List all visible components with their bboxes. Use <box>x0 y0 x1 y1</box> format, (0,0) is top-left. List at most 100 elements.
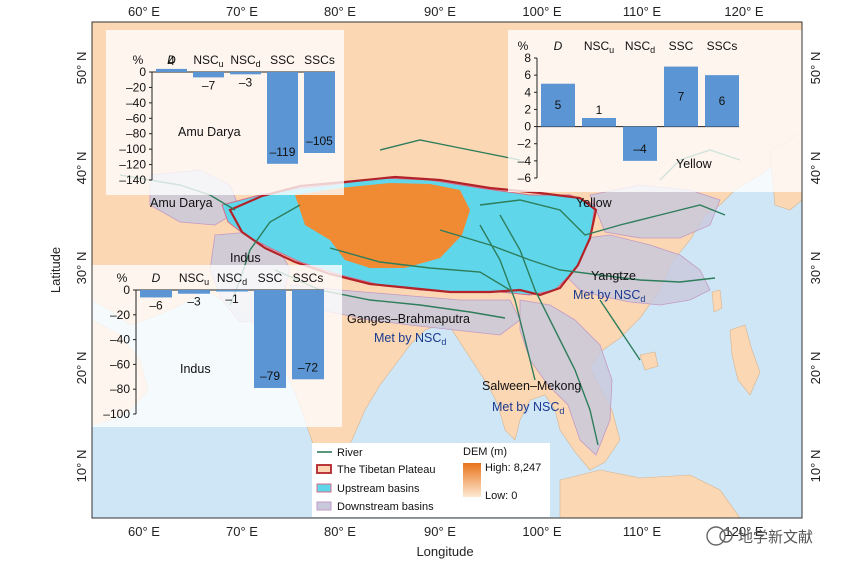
inset-y-tick-label: –40 <box>126 96 146 110</box>
inset-title: Yellow <box>676 157 713 171</box>
inset-bar-value: –119 <box>270 145 296 159</box>
x-tick-bottom: 120° E <box>724 524 764 539</box>
inset-category-label: NSCd <box>230 53 260 69</box>
inset-category-label: NSCu <box>179 271 209 287</box>
inset-y-tick-label: –100 <box>103 407 130 421</box>
legend-plateau-label: The Tibetan Plateau <box>337 464 435 476</box>
inset-category-label: SSCs <box>293 271 324 285</box>
inset-y-tick-label: 0 <box>139 65 146 79</box>
borneo-sumatra <box>559 469 741 518</box>
inset-bar <box>582 118 616 127</box>
philippines <box>729 324 761 396</box>
label-salween-mekong: Salween–Mekong <box>482 379 581 393</box>
river-tributary-1 <box>599 299 641 361</box>
inset-category-label: NSCd <box>217 271 247 287</box>
inset-title: Amu Darya <box>178 125 241 139</box>
x-tick-top: 110° E <box>623 4 662 19</box>
legend-upstream-swatch <box>316 483 332 493</box>
map-panel: Amu Darya Indus Yellow Yangtze Ganges–Br… <box>92 22 802 518</box>
x-tick-top: 120° E <box>724 4 764 19</box>
x-tick-top: 70° E <box>226 4 258 19</box>
inset-bar-value: –4 <box>633 142 647 156</box>
inset-bar <box>705 75 739 127</box>
legend-dem-low: Low: 0 <box>485 490 517 502</box>
tibetan-plateau-interior <box>295 183 470 268</box>
inset-bar <box>178 290 210 294</box>
x-tick-bottom: 100° E <box>522 524 562 539</box>
river-brahmaputra <box>329 247 511 291</box>
inset-y-tick-label: –80 <box>110 382 130 396</box>
inset-bar-value: –3 <box>239 75 253 89</box>
watermark-logo <box>706 526 726 546</box>
x-tick-top: 90° E <box>424 4 456 19</box>
legend-upstream-label: Upstream basins <box>337 483 420 495</box>
river-yellow <box>479 199 726 236</box>
inset-bar-value: –6 <box>149 298 163 312</box>
inset-bar-value: –105 <box>306 134 333 148</box>
inset-bar-value: –72 <box>298 360 318 374</box>
inset-y-tick-label: –2 <box>518 137 532 151</box>
inset-title: Indus <box>180 362 211 376</box>
label-met-salween: Met by NSCd <box>492 400 564 416</box>
inset-unit: % <box>117 271 128 285</box>
hainan <box>639 351 659 371</box>
watermark-text: 地学新文献 <box>738 529 813 546</box>
y-tick-left: 10° N <box>74 450 89 483</box>
inset-y-tick-label: –100 <box>119 142 146 156</box>
legend-dem-title: DEM (m) <box>463 446 507 458</box>
legend-dem-colorbar <box>463 463 481 497</box>
inset-bar <box>140 290 172 298</box>
inset-bar-value: 5 <box>555 98 562 112</box>
inset-bar <box>304 72 335 153</box>
inset-category-label: NSCu <box>193 53 223 69</box>
inset-y-tick-label: –20 <box>126 80 146 94</box>
label-met-yangtze: Met by NSCd <box>573 288 645 304</box>
inset-y-tick-label: 0 <box>524 120 531 134</box>
y-axis-title: Latitude <box>48 247 63 293</box>
inset-category-label: SSCs <box>707 39 738 53</box>
inset-unit: % <box>518 39 529 53</box>
inset-y-tick-label: –20 <box>110 308 130 322</box>
label-met-ganges: Met by NSCd <box>374 331 446 347</box>
x-tick-bottom: 90° E <box>424 524 456 539</box>
river-mekong <box>499 214 599 446</box>
inset-category-label: SSC <box>258 271 283 285</box>
label-yangtze: Yangtze <box>591 269 636 283</box>
y-tick-right: 10° N <box>808 450 823 483</box>
inset-bar <box>193 72 224 78</box>
inset-y-tick-label: 4 <box>524 85 531 99</box>
x-axis-title: Longitude <box>416 544 473 559</box>
inset-y-tick-label: 6 <box>524 68 531 82</box>
inset-category-label: D <box>167 53 176 67</box>
label-indus: Indus <box>230 251 261 265</box>
inset-bar-value: 7 <box>678 90 685 104</box>
inset-bar-value: –7 <box>202 78 216 92</box>
y-axis: 50° N 40° N 30° N 20° N 10° N 50° N 40° … <box>48 52 823 483</box>
inset-y-tick-label: 8 <box>524 51 531 65</box>
y-tick-left: 20° N <box>74 352 89 385</box>
inset-category-label: SSC <box>669 39 694 53</box>
inset-yellow: 8 6 4 2 0 –2 –4 –6% D NSCu NSCd SSC SSCs 5 1 –4 7 6 Yellow <box>508 30 802 192</box>
inset-bar-value: –79 <box>260 369 280 383</box>
inset-y-tick-label: –60 <box>110 357 130 371</box>
inset-bar <box>267 72 298 164</box>
legend: River The Tibetan Plateau Upstream basin… <box>312 443 550 517</box>
inset-amu-darya: 0–20 –40–60 –80–100 –120–140% D NSCu NSCd SSC SS… <box>106 30 344 195</box>
inset-bar <box>156 68 187 72</box>
river-tributary-3 <box>379 139 521 161</box>
inset-bar <box>216 290 248 292</box>
y-tick-right: 40° N <box>808 152 823 185</box>
legend-downstream-swatch <box>316 501 332 511</box>
y-tick-left: 30° N <box>74 252 89 285</box>
label-yellow: Yellow <box>576 196 613 210</box>
label-amu-darya: Amu Darya <box>150 196 213 210</box>
inset-category-label: NSCd <box>625 39 655 55</box>
inset-y-tick-label: 2 <box>524 102 531 116</box>
x-tick-top: 80° E <box>324 4 356 19</box>
inset-bar-value: 6 <box>719 94 726 108</box>
watermark-logo <box>719 529 733 543</box>
inset-bar <box>292 290 324 380</box>
inset-unit: % <box>133 53 144 67</box>
legend-dem-high: High: 8,247 <box>485 462 541 474</box>
